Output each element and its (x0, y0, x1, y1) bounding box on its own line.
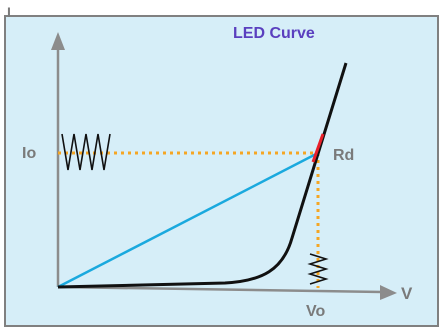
x-axis-label: V (401, 284, 413, 303)
x-axis (57, 285, 386, 294)
panel-background (4, 15, 439, 327)
y-axis-arrowhead (51, 32, 65, 50)
x-axis-arrowhead (380, 285, 397, 300)
voltage-marker-label: Vo (306, 303, 325, 320)
top-strip (0, 0, 443, 15)
current-marker-label: Io (22, 145, 36, 162)
led-iv-curve (57, 62, 348, 289)
secant-line (57, 151, 319, 289)
resistance-label: Rd (333, 147, 354, 164)
diagram-title: LED Curve (233, 25, 315, 42)
tangent-highlight (311, 133, 325, 163)
y-axis-label: I (7, 4, 11, 20)
voltage-zigzag-icon (307, 253, 329, 285)
current-zigzag-icon (61, 133, 111, 171)
